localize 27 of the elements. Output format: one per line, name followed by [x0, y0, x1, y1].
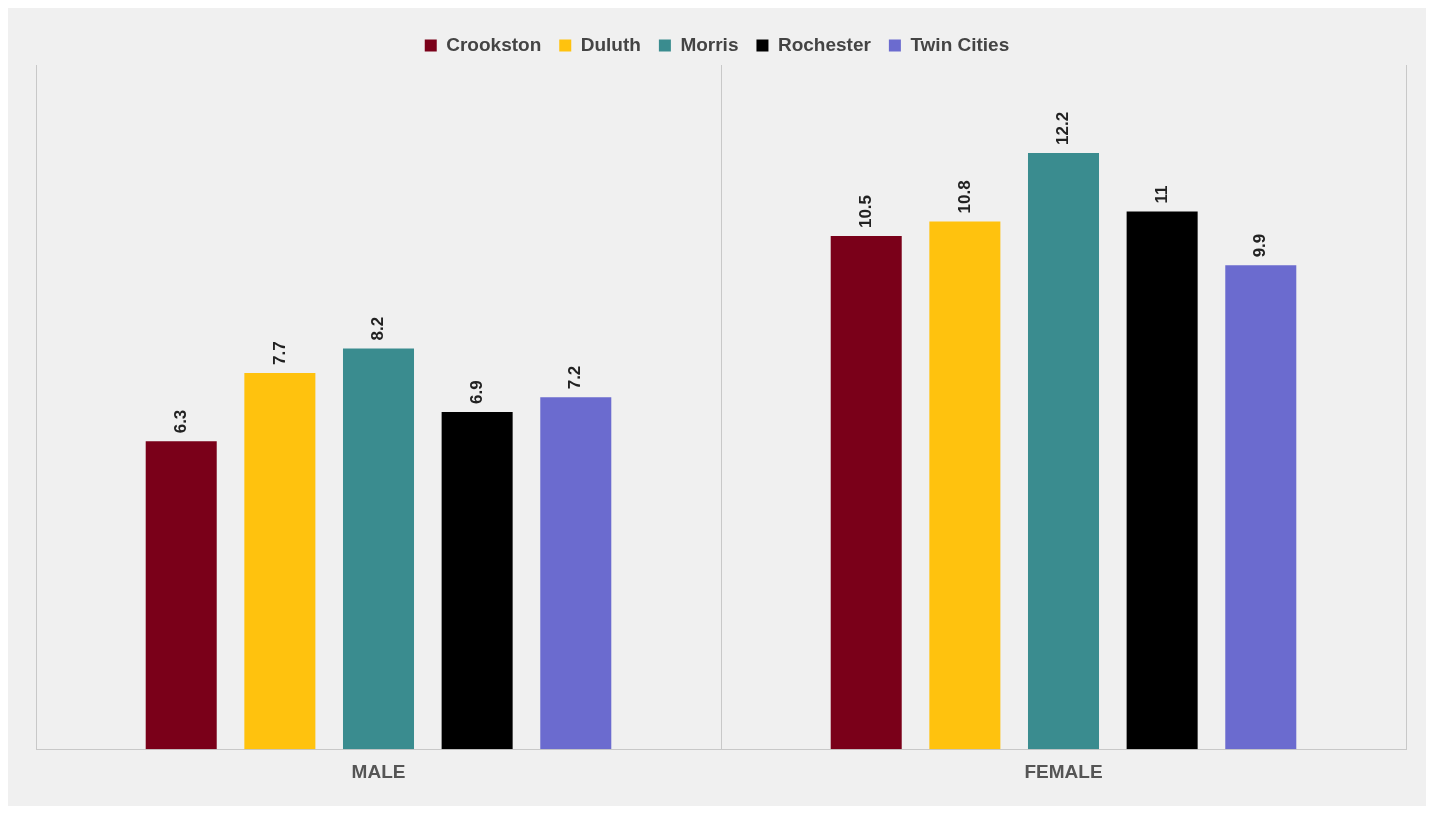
- data-label: 6.3: [170, 409, 190, 434]
- bar: [441, 411, 513, 750]
- data-label: 12.2: [1053, 111, 1073, 145]
- data-label: 10.8: [954, 180, 974, 214]
- bar: [929, 221, 1001, 750]
- data-label: 10.5: [855, 194, 875, 229]
- legend-label: Morris: [680, 33, 739, 55]
- bar: [145, 441, 217, 750]
- bar: [540, 397, 612, 750]
- data-label: 11: [1151, 185, 1171, 204]
- x-tick-label: MALE: [351, 760, 406, 782]
- legend-label: Duluth: [580, 33, 641, 55]
- legend-label: Crookston: [446, 33, 542, 55]
- data-label: 7.2: [565, 365, 585, 390]
- x-tick-label: FEMALE: [1024, 760, 1103, 782]
- bar: [342, 348, 415, 750]
- legend-label: Twin Cities: [910, 33, 1010, 55]
- data-label: 6.9: [466, 380, 486, 404]
- bar: [1027, 152, 1100, 750]
- data-label: 8.2: [368, 316, 388, 341]
- bar: [1126, 211, 1198, 750]
- legend-label: Rochester: [777, 33, 872, 55]
- bar: [830, 236, 902, 750]
- bar: [244, 372, 316, 750]
- data-label: 9.9: [1250, 233, 1270, 258]
- bar: [1225, 265, 1297, 750]
- data-label: 7.7: [269, 341, 289, 365]
